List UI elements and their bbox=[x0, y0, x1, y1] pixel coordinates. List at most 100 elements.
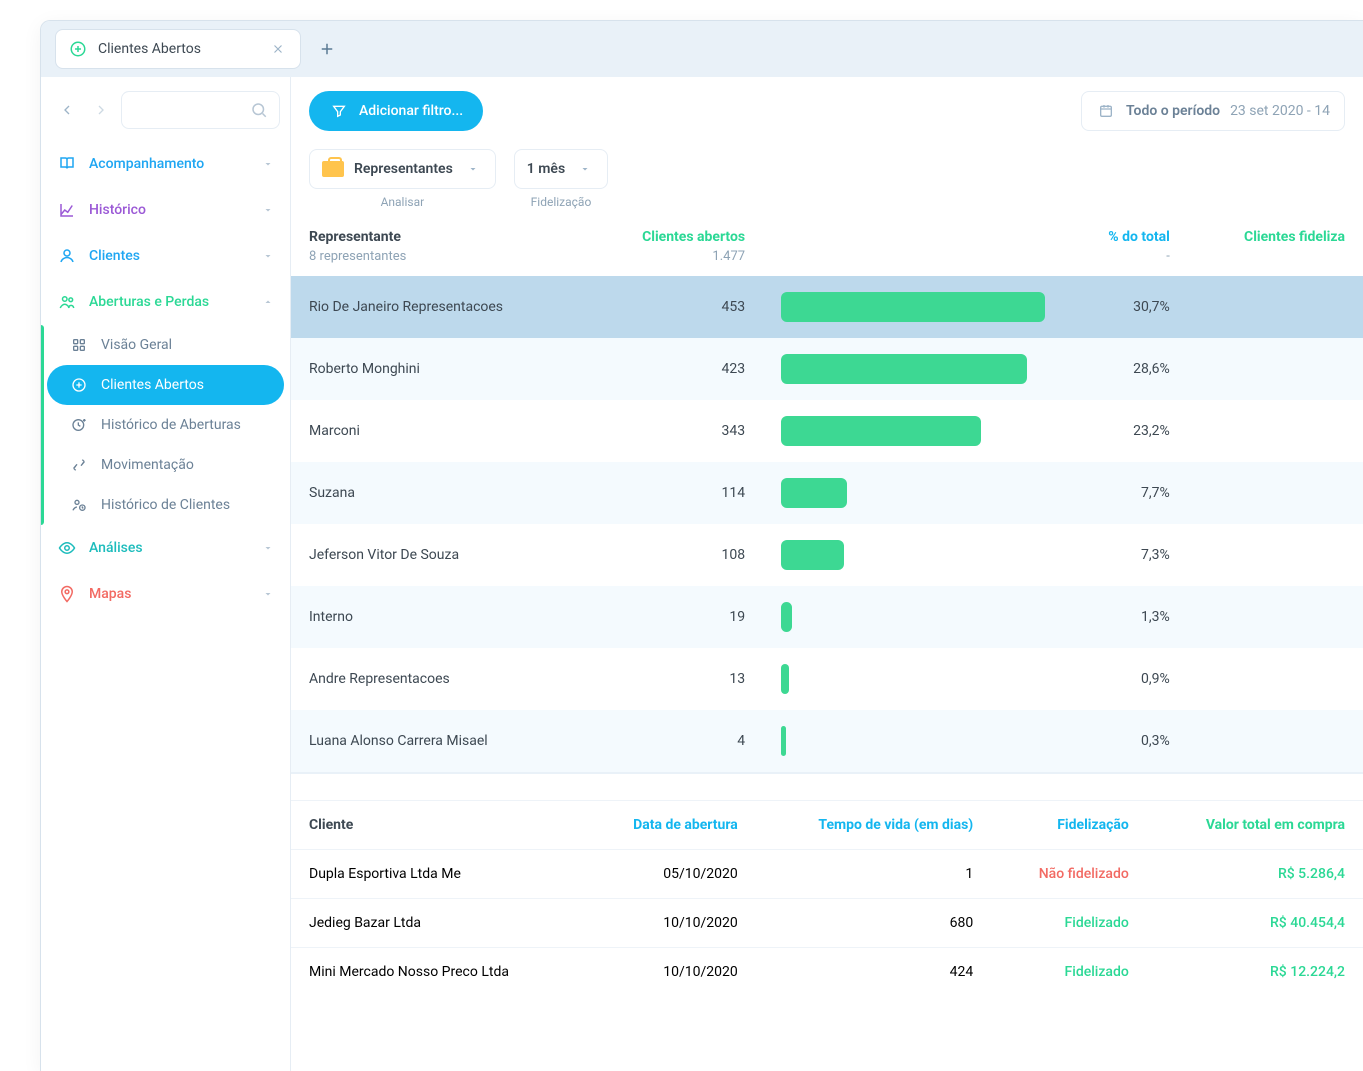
cell-clientes-abertos: 453 bbox=[585, 276, 763, 338]
chip-representantes[interactable]: Representantes bbox=[309, 149, 496, 189]
table-row[interactable]: Rio De Janeiro Representacoes45330,7% bbox=[291, 276, 1363, 338]
cell-tempo-vida: 1 bbox=[756, 850, 992, 899]
chevron-up-icon bbox=[262, 296, 274, 308]
col-valor-total[interactable]: Valor total em compra bbox=[1147, 801, 1363, 850]
cell-fidelizados bbox=[1188, 400, 1363, 462]
cell-rep-name: Suzana bbox=[291, 462, 585, 524]
cell-pct: 7,7% bbox=[1063, 462, 1188, 524]
table-row[interactable]: Dupla Esportiva Ltda Me05/10/20201Não fi… bbox=[291, 850, 1363, 899]
sidebar-item-aberturas-e-perdas[interactable]: Aberturas e Perdas bbox=[41, 279, 290, 325]
sidebar-subitem-clientes-abertos[interactable]: Clientes Abertos bbox=[47, 365, 284, 405]
cell-rep-name: Interno bbox=[291, 586, 585, 648]
cell-rep-name: Andre Representacoes bbox=[291, 648, 585, 710]
sidebar-subnav: Visão Geral Clientes Abertos Histórico de … bbox=[41, 325, 290, 525]
cell-pct: 30,7% bbox=[1063, 276, 1188, 338]
main-panel: Adicionar filtro... Todo o período 23 se… bbox=[291, 77, 1363, 1071]
col-data-abertura[interactable]: Data de abertura bbox=[582, 801, 756, 850]
subheader-count: 8 representantes bbox=[291, 249, 585, 276]
col-cliente[interactable]: Cliente bbox=[291, 801, 582, 850]
period-picker[interactable]: Todo o período 23 set 2020 - 14 bbox=[1081, 91, 1345, 131]
col-clientes-fidelizados[interactable]: Clientes fideliza bbox=[1188, 215, 1363, 249]
cell-data-abertura: 10/10/2020 bbox=[582, 948, 756, 997]
table-row[interactable]: Suzana1147,7% bbox=[291, 462, 1363, 524]
tab-clientes-abertos[interactable]: Clientes Abertos bbox=[55, 29, 301, 69]
sidebar-item-label: Mapas bbox=[89, 586, 131, 602]
sidebar-item-label: Clientes bbox=[89, 248, 140, 264]
chevron-down-icon bbox=[262, 158, 274, 170]
cell-rep-name: Marconi bbox=[291, 400, 585, 462]
cell-fidelizacao: Fidelizado bbox=[991, 899, 1147, 948]
nav-forward-button[interactable] bbox=[87, 96, 115, 124]
cell-tempo-vida: 424 bbox=[756, 948, 992, 997]
chip-fidelizacao[interactable]: 1 mês bbox=[514, 149, 608, 189]
cell-valor: R$ 12.224,2 bbox=[1147, 948, 1363, 997]
cell-fidelizados bbox=[1188, 338, 1363, 400]
sidebar-subitem-histórico-de-aberturas[interactable]: Histórico de Aberturas bbox=[41, 405, 290, 445]
nav-back-button[interactable] bbox=[53, 96, 81, 124]
col-tempo-vida[interactable]: Tempo de vida (em dias) bbox=[756, 801, 992, 850]
col-fidelizacao[interactable]: Fidelização bbox=[991, 801, 1147, 850]
cell-bar bbox=[763, 648, 1063, 710]
table-row[interactable]: Jeferson Vitor De Souza1087,3% bbox=[291, 524, 1363, 586]
cell-fidelizados bbox=[1188, 586, 1363, 648]
cell-fidelizados bbox=[1188, 462, 1363, 524]
cell-fidelizados bbox=[1188, 710, 1363, 772]
col-clientes-abertos[interactable]: Clientes abertos bbox=[585, 215, 763, 249]
cell-clientes-abertos: 13 bbox=[585, 648, 763, 710]
briefcase-icon bbox=[322, 161, 344, 177]
plus-circle-icon bbox=[69, 375, 89, 395]
chevron-down-icon bbox=[262, 204, 274, 216]
sidebar-subitem-label: Clientes Abertos bbox=[101, 377, 204, 393]
add-filter-button[interactable]: Adicionar filtro... bbox=[309, 91, 483, 131]
cell-clientes-abertos: 423 bbox=[585, 338, 763, 400]
sidebar-subitem-visão-geral[interactable]: Visão Geral bbox=[41, 325, 290, 365]
sidebar-search[interactable] bbox=[121, 91, 280, 129]
cell-clientes-abertos: 343 bbox=[585, 400, 763, 462]
cell-fidelizados bbox=[1188, 524, 1363, 586]
cell-bar bbox=[763, 586, 1063, 648]
cell-fidelizacao: Não fidelizado bbox=[991, 850, 1147, 899]
sidebar-subitem-label: Histórico de Aberturas bbox=[101, 417, 241, 433]
table-row[interactable]: Roberto Monghini42328,6% bbox=[291, 338, 1363, 400]
cell-bar bbox=[763, 524, 1063, 586]
cell-clientes-abertos: 19 bbox=[585, 586, 763, 648]
sidebar-item-histórico[interactable]: Histórico bbox=[41, 187, 290, 233]
cell-clientes-abertos: 4 bbox=[585, 710, 763, 772]
table-row[interactable]: Luana Alonso Carrera Misael40,3% bbox=[291, 710, 1363, 772]
close-icon[interactable] bbox=[268, 39, 288, 59]
table-divider bbox=[291, 772, 1363, 800]
cell-fidelizacao: Fidelizado bbox=[991, 948, 1147, 997]
tab-bar: Clientes Abertos bbox=[41, 21, 1363, 77]
cell-rep-name: Roberto Monghini bbox=[291, 338, 585, 400]
subheader-total: 1.477 bbox=[585, 249, 763, 276]
col-pct-total[interactable]: % do total bbox=[1063, 215, 1188, 249]
sidebar-subitem-label: Histórico de Clientes bbox=[101, 497, 230, 513]
table-row[interactable]: Andre Representacoes130,9% bbox=[291, 648, 1363, 710]
filter-icon bbox=[329, 101, 349, 121]
period-range: 23 set 2020 - 14 bbox=[1230, 103, 1330, 119]
sidebar-item-acompanhamento[interactable]: Acompanhamento bbox=[41, 141, 290, 187]
table-row[interactable]: Marconi34323,2% bbox=[291, 400, 1363, 462]
sidebar-item-clientes[interactable]: Clientes bbox=[41, 233, 290, 279]
cell-data-abertura: 10/10/2020 bbox=[582, 899, 756, 948]
cell-bar bbox=[763, 462, 1063, 524]
sidebar-item-mapas[interactable]: Mapas bbox=[41, 571, 290, 617]
representantes-table: Representante Clientes abertos % do tota… bbox=[291, 215, 1363, 772]
col-representante[interactable]: Representante bbox=[291, 215, 585, 249]
sidebar-item-análises[interactable]: Análises bbox=[41, 525, 290, 571]
sidebar-subitem-movimentação[interactable]: Movimentação bbox=[41, 445, 290, 485]
sidebar: AcompanhamentoHistórico Clientes Aberturas… bbox=[41, 77, 291, 1071]
col-bar-spacer bbox=[763, 215, 1063, 249]
book-icon bbox=[57, 154, 77, 174]
table-row[interactable]: Mini Mercado Nosso Preco Ltda10/10/20204… bbox=[291, 948, 1363, 997]
add-tab-button[interactable] bbox=[311, 33, 343, 65]
table-row[interactable]: Jedieg Bazar Ltda10/10/2020680Fidelizado… bbox=[291, 899, 1363, 948]
table-row[interactable]: Interno191,3% bbox=[291, 586, 1363, 648]
sidebar-subitem-histórico-de-clientes[interactable]: Histórico de Clientes bbox=[41, 485, 290, 525]
cell-cliente: Dupla Esportiva Ltda Me bbox=[291, 850, 582, 899]
chevron-down-icon bbox=[262, 542, 274, 554]
dimension-chips: Representantes Analisar 1 mês Fidel bbox=[291, 131, 1363, 215]
sidebar-item-label: Análises bbox=[89, 540, 143, 556]
clientes-table: Cliente Data de abertura Tempo de vida (… bbox=[291, 800, 1363, 996]
sidebar-subitem-label: Movimentação bbox=[101, 457, 194, 473]
